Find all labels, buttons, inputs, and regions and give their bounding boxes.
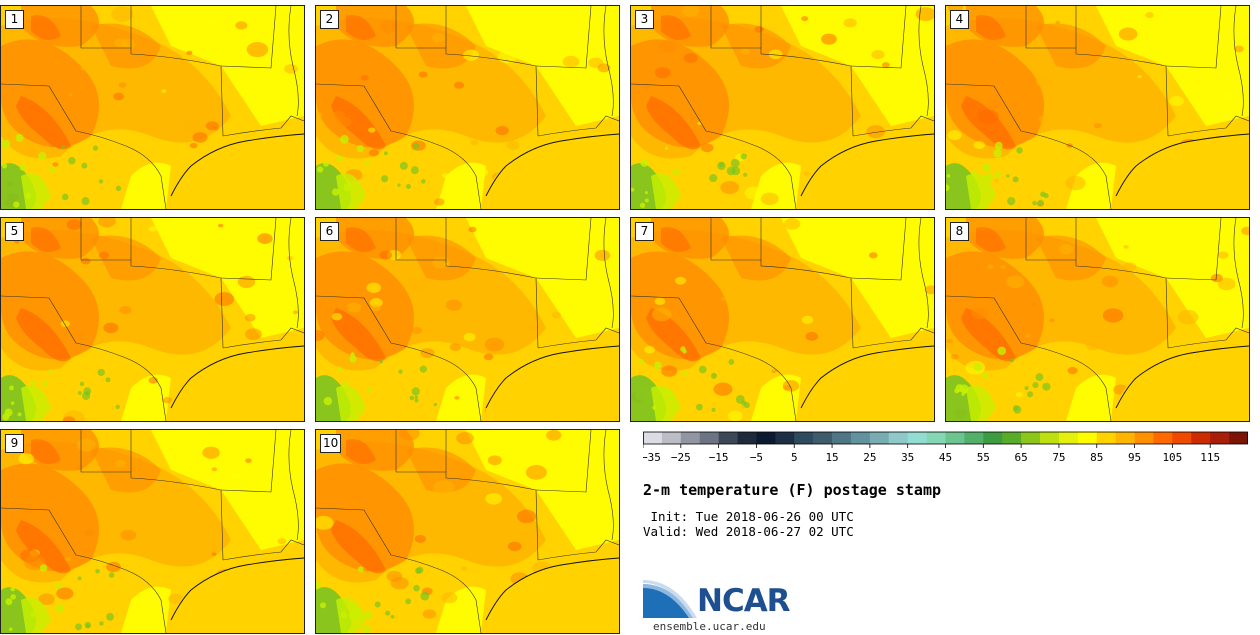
- colorbar-segment: [661, 432, 682, 444]
- colorbar-segment: [888, 432, 908, 444]
- colorbar-segment: [1002, 432, 1022, 444]
- chart-title: 2-m temperature (F) postage stamp: [643, 481, 942, 499]
- map-panel-9: 9: [0, 429, 305, 634]
- init-time: Init: Tue 2018-06-26 00 UTC: [643, 509, 854, 524]
- colorbar-segment: [1021, 432, 1041, 444]
- colorbar-segment: [1153, 432, 1173, 444]
- colorbar-tick-label: 55: [977, 451, 990, 464]
- colorbar-tick-label: 75: [1052, 451, 1065, 464]
- colorbar-segment: [794, 432, 814, 444]
- colorbar-tick-label: −35: [643, 451, 661, 464]
- colorbar-segment: [718, 432, 738, 444]
- temperature-map: [1, 430, 304, 633]
- panel-number-label: 9: [5, 434, 24, 453]
- colorbar-tick-label: 105: [1162, 451, 1182, 464]
- panel-number-label: 10: [320, 434, 342, 453]
- colorbar-tick-label: 85: [1090, 451, 1103, 464]
- panel-number-label: 4: [950, 10, 969, 29]
- temperature-map: [1, 6, 304, 209]
- colorbar-segment: [813, 432, 833, 444]
- colorbar-segment: [832, 432, 852, 444]
- colorbar-tick-label: −25: [671, 451, 691, 464]
- colorbar-tick-label: 65: [1015, 451, 1028, 464]
- map-panel-5: 5: [0, 217, 305, 422]
- colorbar-tick-label: 45: [939, 451, 952, 464]
- colorbar-segment: [1229, 432, 1248, 444]
- colorbar-segment: [907, 432, 927, 444]
- colorbar-segment: [643, 432, 663, 444]
- colorbar-segment: [850, 432, 871, 444]
- colorbar-segment: [1040, 432, 1060, 444]
- panel-number-label: 5: [5, 222, 24, 241]
- map-panel-7: 7: [630, 217, 935, 422]
- panel-number-label: 8: [950, 222, 969, 241]
- colorbar-tick-label: 35: [901, 451, 914, 464]
- colorbar-segment: [1172, 432, 1192, 444]
- colorbar-segment: [869, 432, 890, 444]
- map-panel-4: 4: [945, 5, 1250, 210]
- colorbar-segment: [680, 432, 701, 444]
- panel-number-label: 1: [5, 10, 24, 29]
- temperature-map: [316, 6, 619, 209]
- temperature-map: [316, 430, 619, 633]
- map-panel-2: 2: [315, 5, 620, 210]
- map-panel-3: 3: [630, 5, 935, 210]
- colorbar-tick-label: −15: [709, 451, 729, 464]
- colorbar-segment: [1191, 432, 1211, 444]
- panel-number-label: 3: [635, 10, 654, 29]
- map-panel-6: 6: [315, 217, 620, 422]
- colorbar-tick-label: 25: [863, 451, 876, 464]
- panel-number-label: 6: [320, 222, 339, 241]
- colorbar-segment: [1134, 432, 1154, 444]
- colorbar-tick-label: 15: [825, 451, 838, 464]
- colorbar-segment: [1058, 432, 1079, 444]
- colorbar-tick-label: 95: [1128, 451, 1141, 464]
- colorbar-segment: [699, 432, 719, 444]
- colorbar-segment: [737, 432, 757, 444]
- temperature-colorbar: −35 −25 −15 −5 5 15 25 35 45 55 65 75 85 95 105 115: [643, 431, 1248, 464]
- colorbar-segment: [926, 432, 946, 444]
- map-panel-8: 8: [945, 217, 1250, 422]
- colorbar-segment: [1077, 432, 1098, 444]
- colorbar-segment: [1210, 432, 1230, 444]
- temperature-map: [631, 6, 934, 209]
- ncar-logo-icon: [643, 580, 697, 618]
- site-url: ensemble.ucar.edu: [653, 620, 766, 633]
- panel-number-label: 2: [320, 10, 339, 29]
- temperature-map: [1, 218, 304, 421]
- colorbar-tick-label: 115: [1200, 451, 1220, 464]
- colorbar-segment: [775, 432, 795, 444]
- temperature-map: [946, 6, 1249, 209]
- map-panel-10: 10: [315, 429, 620, 634]
- temperature-map: [631, 218, 934, 421]
- colorbar-segment: [1115, 432, 1135, 444]
- colorbar-segment: [964, 432, 984, 444]
- temperature-map: [316, 218, 619, 421]
- map-panel-1: 1: [0, 5, 305, 210]
- ncar-logo-text: NCAR: [697, 583, 791, 619]
- colorbar-segment: [983, 432, 1003, 444]
- colorbar-segment: [945, 432, 965, 444]
- colorbar-tick-label: −5: [750, 451, 763, 464]
- colorbar-segment: [756, 432, 776, 444]
- valid-time: Valid: Wed 2018-06-27 02 UTC: [643, 524, 854, 539]
- temperature-map: [946, 218, 1249, 421]
- colorbar-tick-label: 5: [791, 451, 798, 464]
- panel-number-label: 7: [635, 222, 654, 241]
- colorbar-segment: [1096, 432, 1116, 444]
